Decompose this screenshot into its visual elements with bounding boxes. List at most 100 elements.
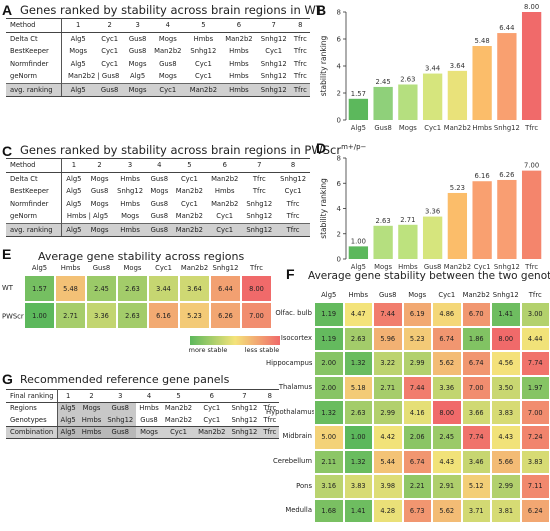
heatmap-cell: 5.62 bbox=[432, 351, 462, 376]
table-cell: 1 bbox=[57, 389, 79, 403]
bar bbox=[373, 86, 393, 120]
heatmap-cell: 5.44 bbox=[373, 449, 403, 475]
table-row-cell: BestKeeper bbox=[6, 45, 63, 58]
table-row-cell: Alg5 bbox=[66, 187, 82, 196]
table-cell: Cyc1 bbox=[195, 414, 229, 427]
table-header-row: Method 1 2 3 4 5 6 7 8 bbox=[6, 18, 310, 33]
avg-ranking-row-cell: Gus8 bbox=[94, 82, 126, 97]
bar-value-label: 5.48 bbox=[475, 37, 490, 45]
bar bbox=[422, 216, 443, 259]
heatmap-cell: 1.32 bbox=[343, 449, 373, 475]
heatmap-cell: 5.23 bbox=[402, 326, 432, 352]
panel-d-letter: D bbox=[316, 140, 327, 156]
table-cell: Man2b2 bbox=[164, 404, 193, 413]
avg-ranking-row-cell: avg. ranking bbox=[6, 82, 63, 97]
heatmap-row-label: Thalamus bbox=[266, 383, 312, 391]
legend-low-label: more stable bbox=[188, 346, 228, 354]
heatmap-column-label: Tfrc bbox=[250, 264, 263, 272]
table-header-row-cell: 7 bbox=[256, 18, 291, 33]
heatmap-cell: 5.23 bbox=[179, 302, 210, 329]
table-row-cell: Snhg12 bbox=[246, 199, 273, 208]
heatmap-cell: 8.00 bbox=[432, 400, 462, 425]
heatmap-cell: 6.24 bbox=[520, 498, 550, 524]
heatmap-row-label: Midbrain bbox=[266, 432, 312, 440]
panel-g-letter: G bbox=[2, 371, 13, 387]
heatmap-column-label: Hmbs bbox=[348, 291, 369, 299]
table-row-cell: Mogs bbox=[69, 47, 88, 56]
table-header-row-cell: 1 bbox=[61, 18, 95, 33]
table-cell: Cyc1 bbox=[203, 404, 221, 413]
heatmap-cell: 7.00 bbox=[520, 400, 550, 425]
table-row-cell: Tfrc bbox=[293, 34, 307, 43]
panel-g-title: Recommended reference gene panels bbox=[20, 373, 230, 386]
bar bbox=[398, 84, 418, 120]
table-row-cell: Cyc1 bbox=[180, 199, 198, 208]
y-tick-label: 2 bbox=[337, 90, 341, 98]
table-row-cell: Gus8 bbox=[150, 199, 169, 208]
y-tick-label: 6 bbox=[337, 180, 342, 188]
y-tick-label: 0 bbox=[337, 256, 341, 264]
heatmap-cell: 7.24 bbox=[520, 425, 550, 450]
table-row: Normfinder Alg5 Mogs Hmbs Gus8 Cyc1 Man2b2 Snhg… bbox=[6, 197, 310, 210]
table-row-cell: Hmbs bbox=[120, 174, 140, 183]
avg-ranking-row-cell: Cyc1 bbox=[150, 82, 186, 97]
heatmap-cell: 6.19 bbox=[402, 302, 432, 327]
table-cell: Gus8 bbox=[104, 402, 137, 414]
table-row-cell: Tfrc bbox=[286, 199, 300, 208]
heatmap-row-label-text: Pons bbox=[296, 481, 312, 490]
heatmap-cell: 4.43 bbox=[432, 449, 462, 475]
panel-c-table: Method 1 2 3 4 5 6 7 8 Delta Ct Alg5 Mogs Hmbs Gus8 Cy… bbox=[6, 158, 310, 237]
panel-g-table: Final ranking 1 2 3 4 5 6 7 8 Regions Alg5 Mogs Gus8… bbox=[6, 389, 280, 439]
table-cell: Snhg12 bbox=[231, 404, 258, 413]
heatmap-row-label-text: Olfac. bulb bbox=[275, 309, 312, 318]
table-row: Delta Ct Alg5 Cyc1 Gus8 Mogs Hmbs Man2b2 Snhg12… bbox=[6, 32, 310, 45]
table-header-row-cell: 3 bbox=[113, 158, 147, 173]
table-cell: 3 bbox=[104, 389, 137, 403]
table-cell: Cyc1 bbox=[194, 72, 212, 81]
heatmap-cell: 1.41 bbox=[343, 498, 373, 524]
heatmap-cell: 2.21 bbox=[402, 474, 432, 499]
table-row-cell: Alg5 bbox=[66, 199, 82, 208]
heatmap-cell: 5.96 bbox=[373, 326, 403, 352]
table-cell: 4 bbox=[136, 389, 162, 403]
heatmap-row-label: Olfac. bulb bbox=[266, 309, 312, 317]
table-row-cell: Mogs bbox=[90, 174, 109, 183]
table-header-row-cell: 4 bbox=[150, 18, 186, 33]
bar-value-label: 3.36 bbox=[425, 208, 440, 216]
table-row-cell: Alg5 bbox=[66, 174, 82, 183]
table-row-cell: Tfrc bbox=[252, 187, 266, 196]
heatmap-cell: 2.63 bbox=[117, 302, 148, 329]
heatmap-cell: 5.00 bbox=[314, 425, 344, 450]
heatmap-row-label: Cerebellum bbox=[266, 457, 312, 465]
table-row-cell: Snhg12 bbox=[280, 174, 307, 183]
table-row-cell: Hmbs bbox=[120, 199, 140, 208]
x-tick-label: Snhg12 bbox=[494, 263, 520, 271]
table-cell: 8 bbox=[260, 389, 280, 403]
heatmap-cell: 3.71 bbox=[461, 498, 491, 524]
bar-value-label: 1.00 bbox=[351, 237, 366, 245]
table-row: BestKeeper Alg5 Gus8 Snhg12 Mogs Man2b2 Hmbs Tf… bbox=[6, 185, 310, 198]
table-header-row-cell: Method bbox=[6, 158, 62, 173]
table-row-cell: Mogs bbox=[150, 187, 169, 196]
table-row-cell: Tfrc bbox=[252, 174, 266, 183]
table-cell: Gus8 bbox=[136, 414, 162, 427]
heatmap-cell: 1.86 bbox=[461, 326, 491, 352]
heatmap-cell: 1.41 bbox=[491, 302, 521, 327]
table-row-cell: Normfinder bbox=[6, 57, 63, 70]
heatmap-row-label-text: Hypothalamus bbox=[266, 407, 316, 416]
avg-ranking-row-cell: Snhg12 bbox=[256, 82, 291, 97]
table-cell: Gus8 bbox=[104, 426, 137, 439]
x-tick-label: Hmbs bbox=[472, 124, 492, 132]
heatmap-cell: 4.28 bbox=[373, 498, 403, 524]
heatmap-cell: 1.00 bbox=[24, 302, 55, 329]
heatmap-column-label: Mogs bbox=[123, 264, 142, 272]
table-cell: 2 bbox=[78, 389, 105, 403]
heatmap-row-label-text: PWScr bbox=[2, 311, 24, 320]
table-cell: Mogs bbox=[158, 72, 177, 81]
table-row: geNorm Man2b2 | Gus8 Alg5 Mogs Cyc1 Hmbs Snhg1… bbox=[6, 70, 310, 83]
panel-b-letter: B bbox=[316, 2, 327, 18]
heatmap-cell: 2.63 bbox=[117, 275, 148, 302]
heatmap-cell: 2.71 bbox=[373, 375, 403, 401]
table-cell: Mogs bbox=[78, 402, 105, 414]
table-row: Genotypes Alg5 Hmbs Snhg12 Gus8 Man2b2 Cyc1 Snh… bbox=[6, 414, 280, 427]
